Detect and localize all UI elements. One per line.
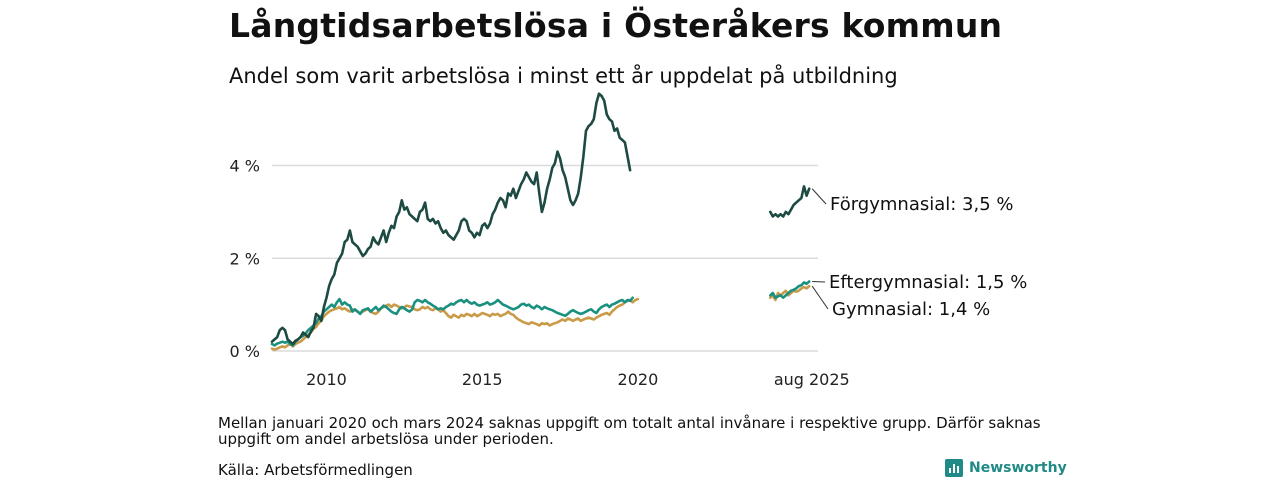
newsworthy-logo: Newsworthy [945,459,1067,477]
series-end-label: Förgymnasial: 3,5 % [830,194,1014,215]
x-tick-label: aug 2025 [774,370,850,389]
source-text: Källa: Arbetsförmedlingen [218,461,413,479]
series-line [270,296,635,347]
bar-chart-icon [945,459,963,477]
x-axis-ticks: 2010 2015 2020 aug 2025 [306,370,850,389]
y-gridlines [272,164,818,352]
x-tick-label: 2010 [306,370,347,389]
x-tick-label: 2015 [462,370,503,389]
series-line [270,92,632,346]
y-axis-ticks: 0 % 2 % 4 % [230,157,260,361]
series-lines [270,92,811,351]
series-line [270,297,640,351]
footnote: Mellan januari 2020 och mars 2024 saknas… [218,414,1041,448]
chart-title: Långtidsarbetslösa i Österåkers kommun [229,6,1003,45]
y-tick-label: 4 % [230,157,260,176]
x-tick-label: 2020 [618,370,659,389]
chart-subtitle: Andel som varit arbetslösa i minst ett å… [229,64,898,88]
series-end-label: Gymnasial: 1,4 % [832,299,990,320]
label-leader [811,285,829,310]
label-leader [811,188,827,205]
series-line [768,280,811,300]
label-leader [812,280,826,283]
series-line [768,185,811,218]
y-tick-label: 0 % [230,342,260,361]
series-end-label: Eftergymnasial: 1,5 % [829,272,1027,293]
y-tick-label: 2 % [230,249,260,268]
brand-name: Newsworthy [969,460,1067,476]
line-chart: 0 % 2 % 4 % 2010 2015 2020 aug 2025 Förgymnas… [230,92,1027,389]
series-end-labels: Förgymnasial: 3,5 % Eftergymnasial: 1,5 %… [811,188,1027,320]
